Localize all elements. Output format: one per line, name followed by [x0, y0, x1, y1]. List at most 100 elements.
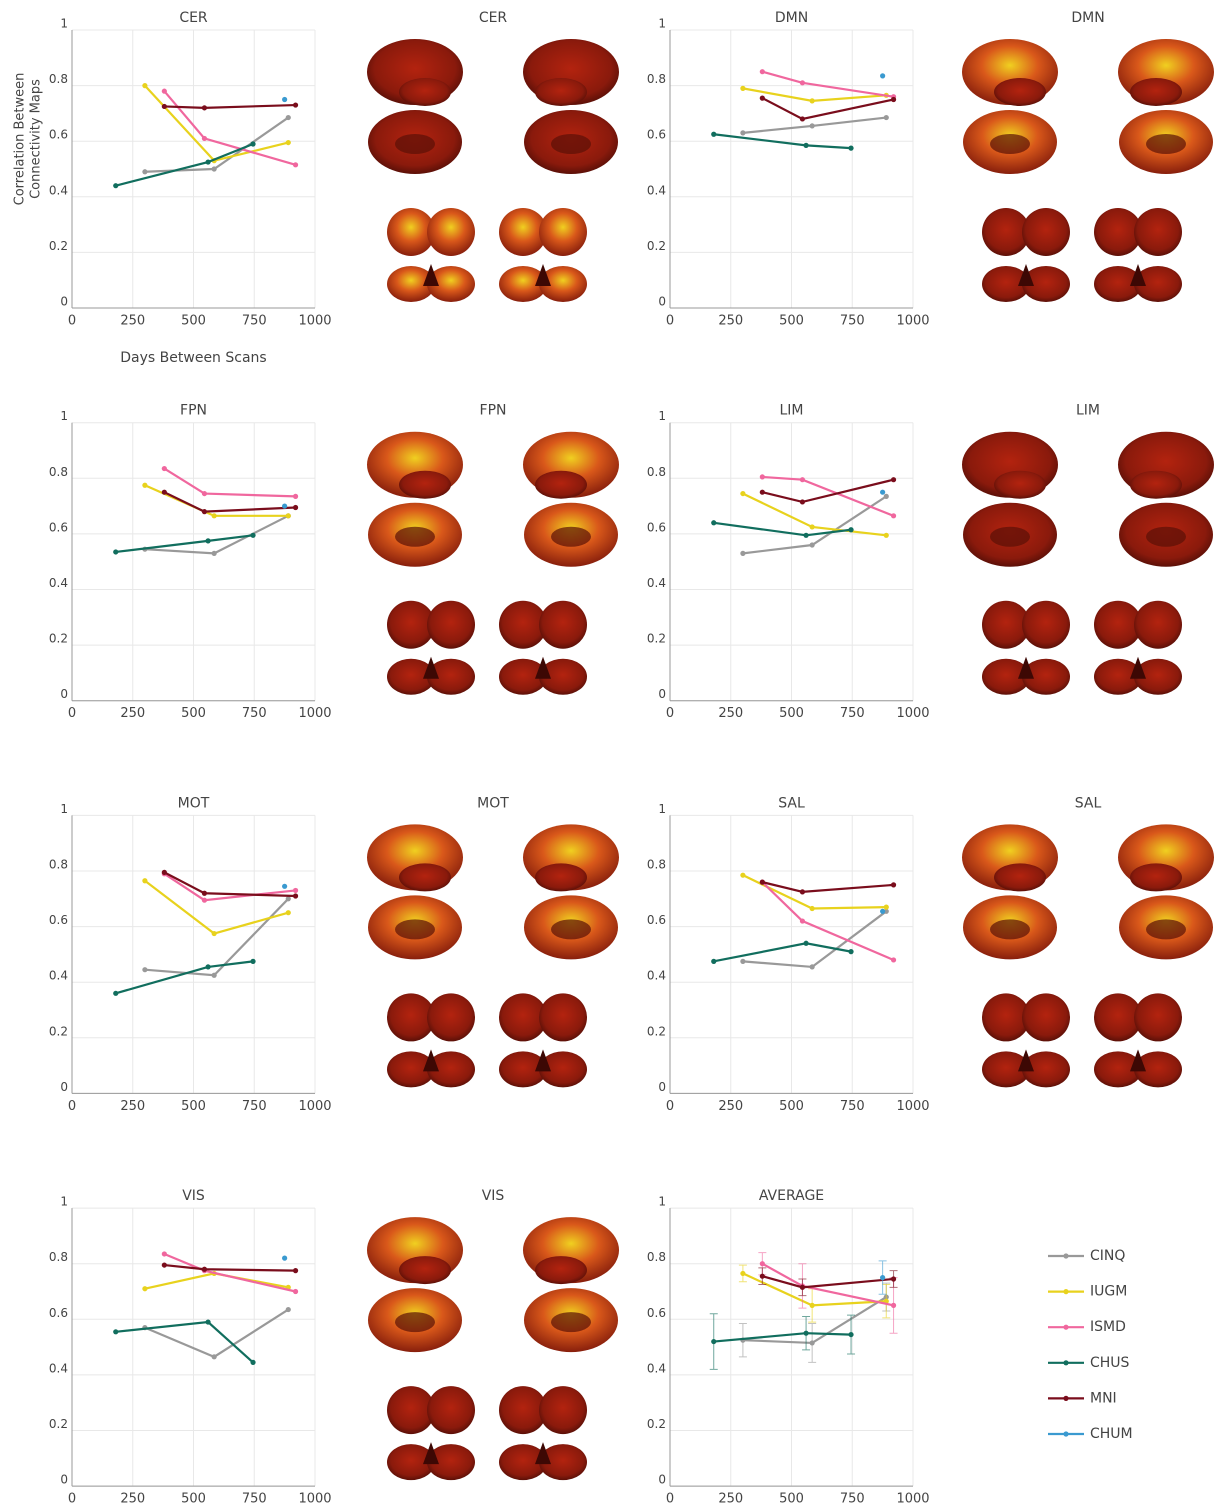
data-point: [292, 887, 299, 894]
y-tick-label: 0.4: [647, 576, 666, 590]
y-tick-label: 0: [60, 295, 68, 309]
x-tick-label: 1000: [298, 1492, 331, 1504]
data-point: [890, 513, 897, 519]
brainstem: [535, 1442, 551, 1465]
y-tick-label: 0.8: [49, 72, 68, 86]
data-point: [759, 879, 765, 885]
data-point: [711, 1338, 717, 1345]
legend-label: CINQ: [1090, 1248, 1125, 1264]
data-point: [161, 1251, 167, 1257]
data-point: [799, 889, 806, 895]
series-line: [163, 1252, 296, 1293]
data-point: [809, 542, 815, 548]
cerebellum-left: [387, 600, 435, 649]
legend-marker: [1063, 1395, 1069, 1401]
y-tick-label: 0.6: [647, 520, 666, 534]
data-point: [292, 504, 299, 511]
data-point: [740, 85, 746, 91]
y-tick-label: 0.8: [647, 465, 666, 479]
data-point: [890, 1302, 897, 1308]
data-point: [880, 1275, 886, 1281]
data-point: [883, 908, 889, 914]
series-line: [144, 84, 289, 162]
cerebellum-left: [499, 208, 547, 256]
cerebellum-right: [539, 1444, 587, 1481]
cerebellum-right: [1134, 993, 1182, 1042]
cerebellum-left: [387, 1386, 435, 1435]
data-point: [740, 872, 746, 878]
x-tick-label: 250: [120, 314, 145, 329]
cerebellum-left: [387, 1444, 435, 1481]
data-point: [285, 139, 291, 146]
data-point: [740, 490, 746, 497]
brain-lateral-lobe: [994, 863, 1046, 892]
cerebellum-right: [1022, 266, 1070, 302]
cerebellum-left: [1094, 208, 1142, 256]
cerebellum-left: [499, 1051, 547, 1088]
x-tick-label: 750: [242, 706, 267, 721]
y-tick-label: 0.2: [647, 239, 666, 253]
cerebellum-left: [499, 600, 547, 649]
y-tick-label: 0: [60, 1080, 68, 1094]
y-tick-label: 0.8: [49, 858, 68, 872]
data-point: [292, 1288, 299, 1295]
series-line: [144, 116, 289, 173]
data-point: [205, 159, 211, 165]
legend-marker: [1063, 1431, 1069, 1437]
data-point: [799, 80, 806, 86]
x-tick-label: 750: [242, 314, 267, 329]
brain-lateral-lobe: [535, 78, 587, 106]
data-point: [113, 990, 119, 996]
cerebellum-left: [1094, 658, 1142, 695]
brain-lateral-lobe: [994, 470, 1046, 499]
data-point: [142, 1286, 148, 1292]
brain-lateral-lobe: [994, 78, 1046, 106]
brain-medial-core: [395, 134, 435, 154]
series-line: [762, 1275, 894, 1289]
cerebellum-right: [539, 658, 587, 695]
brain-medial-core: [395, 919, 435, 940]
y-tick-label: 0: [658, 687, 666, 701]
series-line: [742, 910, 887, 969]
x-tick-label: 250: [718, 706, 743, 721]
brain-lateral-lobe: [1130, 863, 1182, 892]
legend-label: IUGM: [1090, 1284, 1127, 1300]
data-point: [282, 503, 288, 509]
x-tick-label: 0: [666, 1099, 674, 1114]
data-point: [803, 940, 809, 946]
series-line: [144, 898, 290, 977]
x-tick-label: 750: [242, 1492, 267, 1504]
series-line: [144, 1272, 289, 1290]
legend-label: CHUS: [1090, 1355, 1130, 1371]
data-point: [759, 1273, 765, 1279]
data-point: [848, 145, 854, 151]
x-tick-label: 0: [68, 706, 76, 721]
data-point: [809, 964, 815, 970]
chart-title: DMN: [775, 10, 808, 26]
x-tick-label: 750: [840, 1099, 865, 1114]
y-tick-label: 0.6: [49, 128, 68, 142]
panel-title: DMN: [1071, 10, 1104, 26]
data-point: [211, 513, 217, 519]
series-line: [761, 97, 894, 121]
y-tick-label: 0: [658, 295, 666, 309]
data-point: [205, 538, 211, 544]
x-tick-label: 0: [666, 1492, 674, 1504]
brainstem: [1130, 1049, 1146, 1072]
data-point: [740, 550, 746, 556]
x-tick-label: 0: [666, 314, 674, 329]
data-point: [759, 489, 765, 495]
data-point: [211, 166, 217, 172]
cerebellum-right: [1134, 1051, 1182, 1088]
brain-lateral-lobe: [1130, 470, 1182, 499]
x-tick-label: 500: [779, 1492, 804, 1504]
y-tick-label: 1: [60, 17, 68, 31]
data-point: [799, 477, 806, 483]
legend-marker: [1063, 1324, 1069, 1330]
x-tick-label: 750: [840, 314, 865, 329]
x-tick-label: 500: [779, 1099, 804, 1114]
data-point: [142, 878, 148, 884]
brain-medial-core: [551, 526, 591, 547]
y-tick-label: 0: [60, 687, 68, 701]
